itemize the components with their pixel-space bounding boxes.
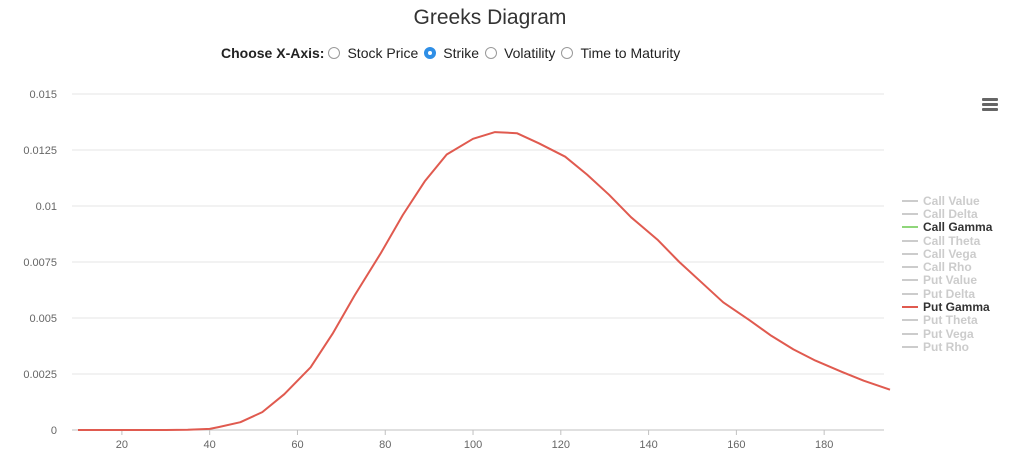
legend-line-icon	[902, 226, 918, 229]
radio-option-stock-price[interactable]: Stock Price	[328, 45, 418, 61]
legend-line-icon	[902, 266, 918, 269]
y-tick-label: 0.015	[29, 89, 57, 101]
legend-item[interactable]: Put Theta	[902, 313, 992, 328]
legend-label: Call Vega	[923, 246, 977, 261]
legend-label: Put Delta	[923, 286, 976, 301]
legend-line-icon	[902, 199, 918, 202]
legend-item[interactable]: Call Value	[902, 193, 992, 208]
radio-button-volatility[interactable]	[485, 47, 498, 59]
legend-item[interactable]: Call Delta	[902, 206, 992, 221]
y-tick-label: 0.0025	[23, 369, 57, 381]
radio-label-strike: Strike	[443, 45, 480, 61]
legend-label: Call Gamma	[923, 220, 993, 235]
radio-button-strike[interactable]	[424, 47, 437, 59]
chart-legend: Call Value Call Delta Call Gamma Call Theta…	[902, 194, 992, 354]
series-line-put-gamma[interactable]	[78, 131, 891, 431]
radio-button-stock-price[interactable]	[328, 47, 341, 59]
y-tick-label: 0.0075	[23, 257, 57, 269]
y-tick-label: 0	[51, 425, 57, 437]
legend-line-icon	[902, 332, 918, 335]
x-tick-label: 120	[552, 439, 570, 451]
chart-title: Greeks Diagram	[413, 6, 567, 29]
legend-item[interactable]: Call Vega	[902, 246, 992, 261]
legend-label: Call Rho	[923, 260, 972, 275]
legend-line-icon	[902, 239, 918, 242]
legend-label: Call Theta	[923, 233, 981, 248]
hamburger-menu-icon[interactable]	[982, 98, 998, 112]
x-tick-label: 20	[116, 439, 128, 451]
x-tick-label: 60	[291, 439, 303, 451]
y-tick-label: 0.005	[29, 313, 57, 325]
x-tick-label: 100	[464, 439, 482, 451]
x-tick-label: 160	[727, 439, 745, 451]
legend-label: Put Theta	[923, 313, 978, 328]
x-tick-label: 180	[815, 439, 833, 451]
legend-label: Put Rho	[923, 339, 969, 354]
radio-button-time-to-maturity[interactable]	[561, 47, 574, 59]
radio-label-time-to-maturity: Time to Maturity	[580, 45, 681, 61]
radio-label-stock-price: Stock Price	[347, 45, 419, 61]
legend-line-icon	[902, 319, 918, 322]
legend-line-icon	[902, 279, 918, 282]
x-axis-chooser: Choose X-Axis: Stock Price Strike Volati…	[221, 42, 686, 64]
radio-option-volatility[interactable]: Volatility	[485, 45, 555, 61]
x-axis-chooser-label: Choose X-Axis:	[221, 45, 325, 61]
legend-line-icon	[902, 212, 918, 215]
legend-item[interactable]: Call Gamma	[902, 220, 993, 235]
legend-item[interactable]: Call Rho	[902, 260, 992, 275]
radio-label-volatility: Volatility	[504, 45, 556, 61]
y-tick-label: 0.0125	[23, 145, 57, 157]
y-tick-label: 0.01	[36, 201, 57, 213]
x-tick-label: 140	[639, 439, 657, 451]
legend-line-icon	[902, 345, 918, 348]
legend-line-icon	[902, 306, 918, 309]
legend-item[interactable]: Put Rho	[902, 339, 992, 354]
legend-line-icon	[902, 252, 918, 255]
x-tick-label: 40	[204, 439, 216, 451]
legend-label: Put Vega	[923, 326, 974, 341]
legend-label: Call Delta	[923, 206, 978, 221]
legend-item[interactable]: Put Value	[902, 273, 992, 288]
legend-label: Call Value	[923, 193, 980, 208]
radio-option-time-to-maturity[interactable]: Time to Maturity	[561, 45, 680, 61]
radio-option-strike[interactable]: Strike	[424, 45, 479, 61]
legend-item[interactable]: Put Delta	[902, 286, 992, 301]
legend-label: Put Value	[923, 273, 978, 288]
legend-item[interactable]: Call Theta	[902, 233, 992, 248]
legend-item[interactable]: Put Gamma	[902, 300, 992, 315]
legend-label: Put Gamma	[923, 300, 990, 315]
chart-plot-area: 0 0.0025 0.005 0.0075 0.01 0.0125 0.015 20 40 60 8…	[23, 89, 891, 451]
legend-line-icon	[902, 292, 918, 295]
legend-item[interactable]: Put Vega	[902, 326, 992, 341]
x-tick-label: 80	[379, 439, 391, 451]
